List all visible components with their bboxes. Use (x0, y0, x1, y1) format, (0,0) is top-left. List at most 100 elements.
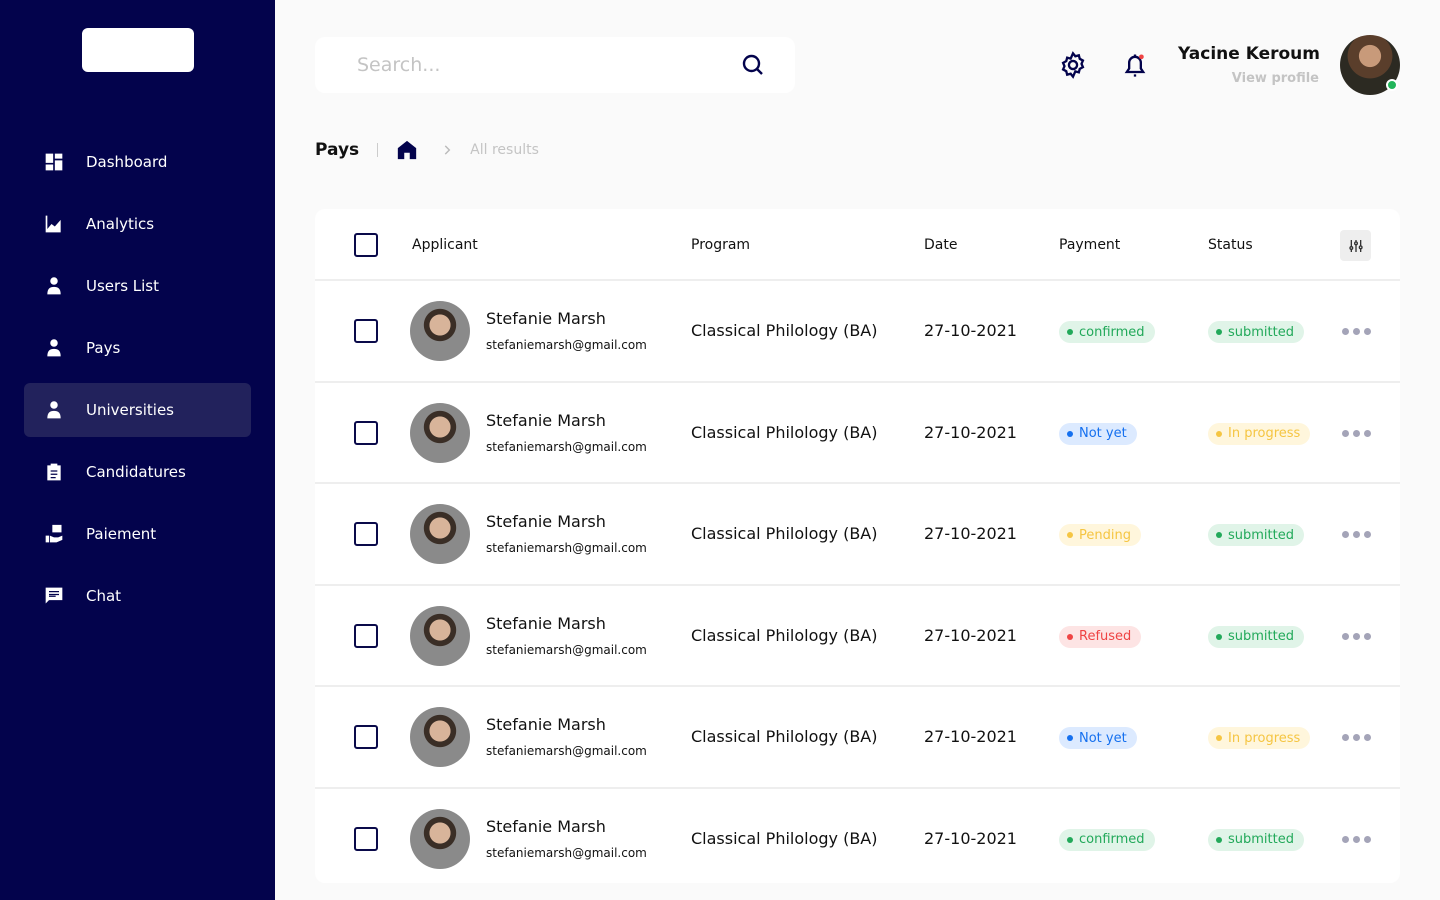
row-checkbox[interactable] (354, 420, 378, 445)
applicant-name: Stefanie Marsh (486, 816, 606, 836)
view-profile-link[interactable]: View profile (1231, 71, 1319, 86)
row-checkbox[interactable] (354, 522, 378, 546)
applicant-name: Stefanie Marsh (486, 410, 606, 430)
payment-text: Not yet (1079, 730, 1127, 746)
clipboard-icon (47, 463, 61, 481)
more-options-icon[interactable] (1342, 429, 1371, 437)
applicant-email: stefaniemarsh@gmail.com (486, 541, 647, 555)
payment-text: Not yet (1079, 426, 1127, 441)
header-date[interactable]: Date (924, 237, 958, 253)
applicant-email: stefaniemarsh@gmail.com (486, 845, 647, 860)
sidebar-item-analytics[interactable]: Analytics (24, 197, 251, 251)
header-status[interactable]: Status (1208, 237, 1253, 253)
program: Classical Philology (BA) (691, 321, 878, 340)
payment-icon (45, 524, 63, 543)
payment-badge: Refused (1059, 625, 1142, 648)
sidebar-nav: Dashboard Analytics Users List Pays Universi… (24, 135, 251, 631)
row-checkbox[interactable] (354, 725, 378, 749)
home-icon[interactable] (396, 139, 418, 161)
sidebar-item-users-list[interactable]: Users List (24, 259, 251, 313)
column-settings-button[interactable] (1340, 230, 1371, 261)
header-applicant[interactable]: Applicant (412, 237, 478, 253)
applicant-email: stefaniemarsh@gmail.com (486, 439, 647, 454)
divider (377, 143, 379, 157)
more-options-icon[interactable] (1342, 734, 1371, 741)
sidebar-item-label: Pays (86, 339, 121, 357)
header-program[interactable]: Program (691, 237, 751, 253)
user-icon (47, 277, 61, 295)
payment-badge: confirmed (1059, 828, 1155, 851)
date: 27-10-2021 (924, 828, 1017, 848)
status-text: submitted (1228, 629, 1294, 644)
sidebar-item-label: Analytics (86, 215, 155, 233)
applicant-email: stefaniemarsh@gmail.com (486, 642, 647, 657)
table-row[interactable]: Stefanie Marsh stefaniemarsh@gmail.com C… (315, 484, 1400, 586)
sidebar-item-dashboard[interactable]: Dashboard (24, 135, 251, 189)
more-options-icon[interactable] (1342, 632, 1371, 640)
gear-icon[interactable] (1059, 50, 1087, 80)
user-icon (47, 339, 61, 357)
status-dot (1067, 329, 1073, 335)
date: 27-10-2021 (924, 625, 1017, 645)
sidebar-item-label: Universities (86, 401, 175, 419)
select-all-checkbox[interactable] (354, 233, 378, 257)
sidebar-item-label: Paiement (86, 525, 157, 543)
more-options-icon[interactable] (1342, 531, 1371, 538)
sidebar-item-paiement[interactable]: Paiement (24, 507, 251, 561)
status-dot (1216, 430, 1222, 437)
row-checkbox[interactable] (354, 826, 378, 851)
logo[interactable] (82, 28, 194, 72)
status-dot (1067, 633, 1073, 640)
table-row[interactable]: Stefanie Marsh stefaniemarsh@gmail.com C… (315, 383, 1400, 484)
search-bar (315, 37, 795, 93)
row-checkbox[interactable] (354, 319, 378, 343)
search-input[interactable] (357, 54, 741, 76)
breadcrumb: Pays All results (315, 139, 539, 161)
payment-badge: confirmed (1059, 321, 1155, 343)
status-text: submitted (1228, 832, 1294, 847)
status-text: submitted (1228, 324, 1294, 340)
sidebar-item-label: Dashboard (86, 153, 168, 171)
payment-text: Refused (1079, 629, 1132, 644)
search-icon[interactable] (741, 53, 765, 77)
sidebar-item-chat[interactable]: Chat (24, 569, 251, 623)
date: 27-10-2021 (924, 524, 1017, 543)
table-row[interactable]: Stefanie Marsh stefaniemarsh@gmail.com C… (315, 789, 1400, 884)
table-row[interactable]: Stefanie Marsh stefaniemarsh@gmail.com C… (315, 687, 1400, 789)
sidebar-item-universities[interactable]: Universities (24, 383, 251, 437)
applicant-avatar (410, 402, 470, 463)
applicant-avatar (410, 504, 470, 564)
program: Classical Philology (BA) (691, 727, 878, 746)
status-text: In progress (1228, 426, 1301, 441)
user-icon (47, 401, 61, 419)
header-payment[interactable]: Payment (1059, 237, 1121, 253)
sidebar-item-label: Users List (86, 277, 159, 295)
applicant-avatar (410, 301, 470, 361)
chat-icon (45, 587, 63, 604)
status-text: In progress (1228, 730, 1301, 746)
breadcrumb-current[interactable]: All results (470, 142, 539, 158)
program: Classical Philology (BA) (691, 524, 878, 543)
more-options-icon[interactable] (1342, 328, 1371, 335)
date: 27-10-2021 (924, 321, 1017, 340)
status-badge: submitted (1208, 625, 1304, 648)
payment-text: confirmed (1079, 832, 1145, 847)
sidebar-item-candidatures[interactable]: Candidatures (24, 445, 251, 499)
applicants-table: Applicant Program Date Payment Status St… (315, 209, 1400, 883)
program: Classical Philology (BA) (691, 422, 878, 442)
status-text: submitted (1228, 527, 1294, 543)
applicant-avatar (410, 808, 470, 869)
bell-icon[interactable] (1121, 50, 1149, 80)
sidebar-item-pays[interactable]: Pays (24, 321, 251, 375)
page-title: Pays (315, 140, 360, 160)
status-badge: submitted (1208, 321, 1304, 343)
table-row[interactable]: Stefanie Marsh stefaniemarsh@gmail.com C… (315, 586, 1400, 687)
applicant-avatar (410, 605, 470, 666)
more-options-icon[interactable] (1342, 835, 1371, 843)
status-badge: In progress (1208, 422, 1311, 445)
status-dot (1216, 836, 1222, 843)
table-row[interactable]: Stefanie Marsh stefaniemarsh@gmail.com C… (315, 281, 1400, 383)
row-checkbox[interactable] (354, 623, 378, 648)
program: Classical Philology (BA) (691, 625, 878, 645)
online-indicator (1386, 79, 1398, 91)
